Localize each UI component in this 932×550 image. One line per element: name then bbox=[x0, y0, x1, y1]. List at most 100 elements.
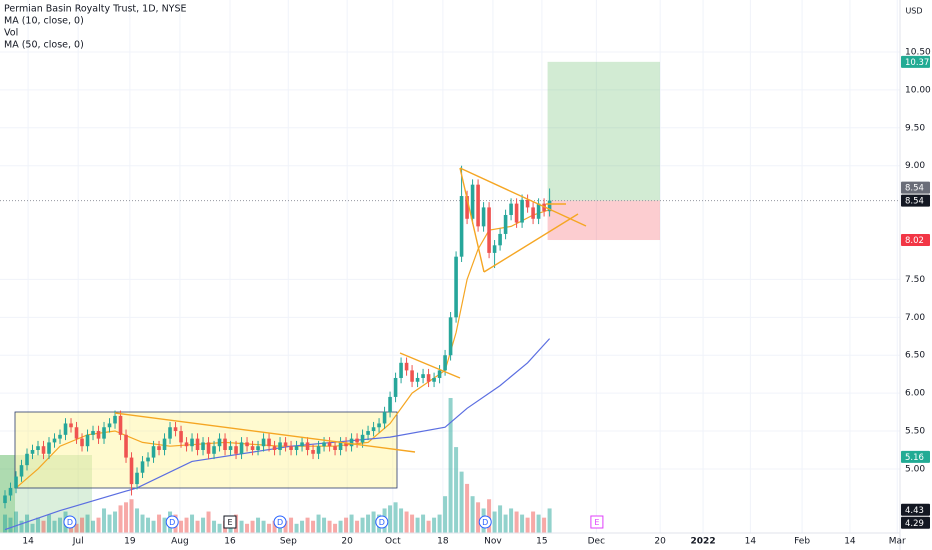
candle-body bbox=[85, 434, 90, 447]
candle-body bbox=[432, 377, 436, 382]
volume-bar bbox=[388, 505, 393, 533]
trendlines bbox=[114, 167, 587, 453]
candle-body bbox=[129, 457, 134, 485]
candle-body bbox=[36, 446, 40, 450]
candle-body bbox=[322, 442, 326, 447]
price-tag-label: 8.54 bbox=[905, 197, 924, 207]
price-tag-label: 4.43 bbox=[905, 506, 924, 516]
ma-line bbox=[4, 338, 551, 531]
volume-bar bbox=[14, 511, 19, 533]
candle-body bbox=[201, 442, 205, 450]
volume-bar bbox=[113, 511, 118, 533]
candle-body bbox=[355, 438, 359, 443]
candle-body bbox=[399, 362, 403, 378]
candle-body bbox=[498, 233, 502, 246]
candle-body bbox=[410, 370, 414, 382]
volume-bar bbox=[135, 508, 140, 533]
drawing-box bbox=[0, 455, 15, 533]
candle-body bbox=[140, 461, 145, 473]
trendline bbox=[459, 167, 587, 227]
volume-bar bbox=[514, 511, 519, 533]
x-tick-label: 18 bbox=[437, 537, 449, 547]
candle-body bbox=[151, 446, 156, 458]
volume-bar bbox=[366, 514, 371, 533]
x-tick-label: Sep bbox=[280, 537, 297, 547]
volume-bar bbox=[410, 514, 415, 533]
volume-bar bbox=[184, 517, 189, 533]
candle-body bbox=[69, 423, 73, 428]
volume-bar bbox=[217, 523, 222, 533]
volume-bar bbox=[305, 517, 310, 533]
candle-body bbox=[382, 412, 387, 424]
candle-body bbox=[206, 442, 211, 454]
volume-bar bbox=[476, 502, 481, 533]
candle-body bbox=[525, 199, 530, 208]
ma-line bbox=[15, 209, 550, 489]
plot bbox=[3, 165, 552, 533]
volume-bar bbox=[421, 514, 426, 533]
volume-bar bbox=[85, 514, 90, 533]
candle-body bbox=[74, 427, 79, 439]
y-tick-label: 10.00 bbox=[905, 85, 931, 95]
stop-zone bbox=[547, 200, 660, 241]
volume-bar bbox=[536, 514, 541, 533]
x-tick-label: Feb bbox=[794, 537, 810, 547]
volume-bar bbox=[426, 520, 431, 533]
candle-body bbox=[212, 446, 216, 454]
volume-bar bbox=[437, 514, 442, 533]
candle-body bbox=[503, 214, 508, 234]
event-marker bbox=[63, 515, 77, 529]
candle-body bbox=[305, 442, 310, 450]
candle-body bbox=[91, 431, 95, 435]
event-label: D bbox=[379, 518, 385, 527]
x-tick-label: 16 bbox=[224, 537, 236, 547]
volume-bar bbox=[41, 520, 46, 533]
candle-body bbox=[217, 438, 222, 447]
y-tick-label: 10.50 bbox=[905, 48, 931, 58]
trendline bbox=[483, 213, 579, 273]
candle-body bbox=[366, 431, 370, 435]
candle-body bbox=[300, 442, 304, 447]
target-zone bbox=[547, 61, 660, 201]
legend-item: MA (10, close, 0) bbox=[4, 16, 84, 27]
price-tag bbox=[901, 234, 930, 247]
volume-bar bbox=[542, 517, 547, 533]
volume-bar bbox=[355, 520, 360, 533]
candle-body bbox=[509, 203, 513, 215]
volume-bar bbox=[338, 520, 343, 533]
candle-body bbox=[8, 487, 13, 496]
candle-body bbox=[415, 377, 420, 382]
x-tick-label: Aug bbox=[171, 537, 189, 547]
volume-bar bbox=[190, 514, 195, 533]
candle-body bbox=[30, 449, 35, 454]
volume-bar bbox=[393, 502, 398, 533]
candle-body bbox=[223, 438, 227, 450]
candle-body bbox=[179, 431, 183, 443]
candle-body bbox=[349, 438, 354, 447]
candle-body bbox=[338, 442, 343, 450]
event-label: E bbox=[594, 518, 599, 527]
volume-bar bbox=[470, 496, 475, 533]
candle-body bbox=[19, 465, 24, 477]
candle-body bbox=[404, 362, 409, 371]
y-tick-label: 9.50 bbox=[905, 123, 925, 133]
candle-body bbox=[448, 317, 453, 356]
volume-bar bbox=[146, 517, 151, 533]
volume-bar bbox=[459, 471, 464, 533]
volume-bar bbox=[261, 520, 266, 533]
volume-bar bbox=[179, 520, 184, 533]
candle-body bbox=[102, 427, 106, 439]
position-boxes bbox=[0, 61, 900, 241]
candle-body bbox=[294, 446, 299, 450]
candle-body bbox=[481, 207, 486, 227]
volume-bar bbox=[300, 520, 305, 533]
candle-body bbox=[63, 423, 68, 435]
x-tick-label: Mar bbox=[889, 537, 906, 547]
legend-item: Vol bbox=[4, 28, 18, 39]
candle-body bbox=[190, 438, 194, 447]
volume-bar bbox=[487, 499, 492, 533]
volume-bar bbox=[36, 517, 41, 533]
x-tick-label: 14 bbox=[22, 537, 34, 547]
candle-body bbox=[437, 370, 442, 378]
candle-body bbox=[80, 438, 84, 447]
